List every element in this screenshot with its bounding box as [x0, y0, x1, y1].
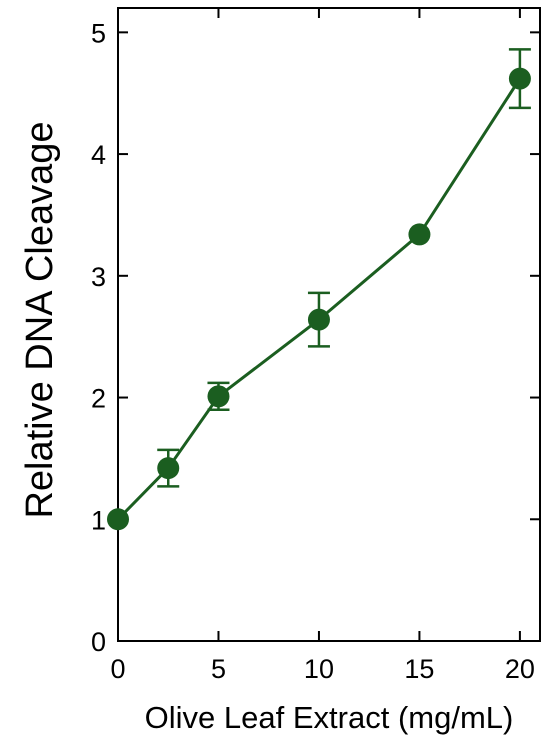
data-point: [508, 67, 531, 90]
plot-area: [117, 7, 541, 642]
data-point: [107, 508, 129, 531]
y-tick-label: 1: [91, 505, 106, 535]
y-tick-label: 4: [91, 140, 106, 170]
x-tick-label: 5: [211, 654, 226, 684]
x-axis-title: Olive Leaf Extract (mg/mL): [145, 700, 514, 735]
series-line: [116, 77, 522, 521]
data-point: [408, 223, 431, 246]
x-tick-label: 0: [110, 654, 125, 684]
y-tick-label: 5: [91, 18, 106, 48]
y-tick-label: 2: [91, 384, 106, 414]
plot-frame: [117, 7, 541, 642]
y-tick-label: 0: [91, 627, 106, 657]
series-layer: [107, 48, 531, 531]
x-tick-label: 20: [505, 654, 535, 684]
data-point: [157, 457, 180, 480]
x-tick-label: 10: [304, 654, 334, 684]
y-axis-ticks: 0 1 2 3 4 5: [91, 18, 540, 657]
x-tick-label: 15: [404, 654, 434, 684]
data-point: [207, 385, 230, 408]
data-point: [307, 308, 330, 331]
y-axis-title: Relative DNA Cleavage: [19, 121, 61, 518]
y-tick-label: 3: [91, 262, 106, 292]
x-axis-ticks: 0 5 10 15 20: [110, 8, 535, 684]
